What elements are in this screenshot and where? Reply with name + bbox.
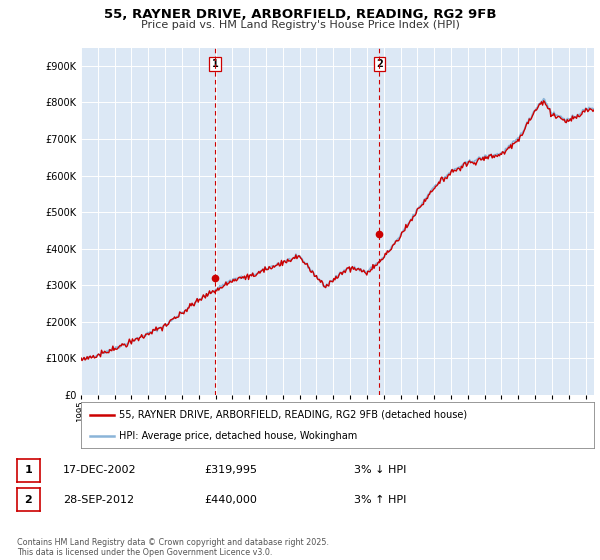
Text: £319,995: £319,995 — [204, 465, 257, 475]
Text: 17-DEC-2002: 17-DEC-2002 — [63, 465, 137, 475]
Text: 2: 2 — [376, 59, 383, 69]
Text: 3% ↑ HPI: 3% ↑ HPI — [354, 494, 406, 505]
Text: 1: 1 — [212, 59, 218, 69]
Text: 1: 1 — [25, 465, 32, 475]
Text: HPI: Average price, detached house, Wokingham: HPI: Average price, detached house, Woki… — [119, 431, 358, 441]
Text: 55, RAYNER DRIVE, ARBORFIELD, READING, RG2 9FB (detached house): 55, RAYNER DRIVE, ARBORFIELD, READING, R… — [119, 410, 467, 420]
Text: 2: 2 — [25, 494, 32, 505]
Text: 28-SEP-2012: 28-SEP-2012 — [63, 494, 134, 505]
Text: £440,000: £440,000 — [204, 494, 257, 505]
Text: Price paid vs. HM Land Registry's House Price Index (HPI): Price paid vs. HM Land Registry's House … — [140, 20, 460, 30]
Text: Contains HM Land Registry data © Crown copyright and database right 2025.
This d: Contains HM Land Registry data © Crown c… — [17, 538, 329, 557]
Text: 3% ↓ HPI: 3% ↓ HPI — [354, 465, 406, 475]
Text: 55, RAYNER DRIVE, ARBORFIELD, READING, RG2 9FB: 55, RAYNER DRIVE, ARBORFIELD, READING, R… — [104, 8, 496, 21]
